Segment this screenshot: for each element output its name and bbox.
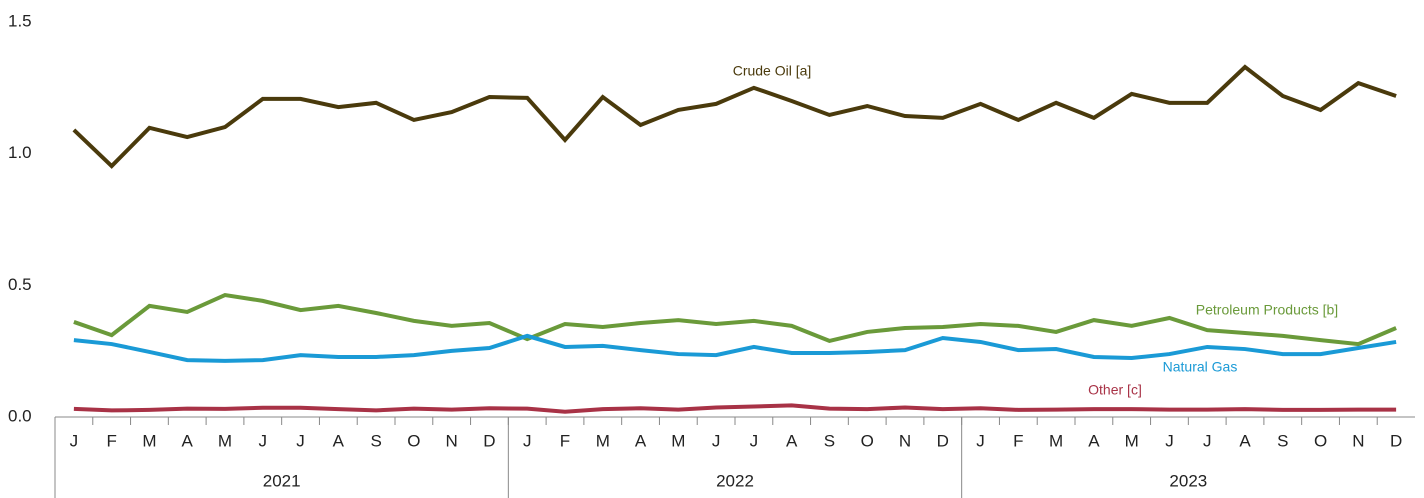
series-line <box>73 333 1397 363</box>
y-tick-label: 0.0 <box>8 406 32 425</box>
x-tick-label: F <box>560 431 570 450</box>
group-label: 2023 <box>1169 471 1207 490</box>
series-line <box>72 64 1397 169</box>
y-tick-label: 1.0 <box>8 143 32 162</box>
x-tick-label: A <box>635 431 647 450</box>
x-tick-label: O <box>861 431 874 450</box>
x-tick-label: O <box>1314 431 1327 450</box>
x-tick-label: F <box>106 431 116 450</box>
group-label: 2021 <box>263 471 301 490</box>
x-tick-label: J <box>259 431 268 450</box>
x-tick-label: A <box>786 431 798 450</box>
x-tick-label: M <box>1125 431 1139 450</box>
x-tick-label: A <box>1088 431 1100 450</box>
x-tick-label: M <box>1049 431 1063 450</box>
x-tick-label: N <box>899 431 911 450</box>
series-label: Crude Oil [a] <box>733 63 812 79</box>
series-label: Petroleum Products [b] <box>1196 302 1338 318</box>
x-tick-label: J <box>1203 431 1212 450</box>
series-label: Other [c] <box>1088 382 1142 398</box>
x-tick-label: O <box>407 431 420 450</box>
x-tick-label: J <box>976 431 985 450</box>
x-tick-label: M <box>218 431 232 450</box>
x-tick-label: J <box>70 431 79 450</box>
x-tick-label: J <box>1165 431 1174 450</box>
x-tick-label: N <box>446 431 458 450</box>
x-tick-label: S <box>1277 431 1288 450</box>
series-label: Natural Gas <box>1163 359 1238 375</box>
y-tick-label: 1.5 <box>8 11 32 30</box>
x-tick-label: D <box>937 431 949 450</box>
y-tick-label: 0.5 <box>8 275 32 294</box>
x-tick-label: A <box>1239 431 1251 450</box>
x-tick-label: S <box>824 431 835 450</box>
x-tick-label: M <box>671 431 685 450</box>
x-tick-label: A <box>333 431 345 450</box>
x-tick-label: D <box>1390 431 1402 450</box>
x-tick-label: A <box>182 431 194 450</box>
x-tick-label: J <box>712 431 721 450</box>
series-line <box>73 293 1397 347</box>
x-tick-label: M <box>142 431 156 450</box>
x-tick-label: J <box>750 431 759 450</box>
x-tick-label: N <box>1352 431 1364 450</box>
series-line <box>73 403 1397 414</box>
x-tick-label: J <box>523 431 532 450</box>
x-tick-label: F <box>1013 431 1023 450</box>
group-label: 2022 <box>716 471 754 490</box>
x-tick-label: S <box>370 431 381 450</box>
x-tick-label: M <box>596 431 610 450</box>
x-tick-label: D <box>483 431 495 450</box>
x-tick-label: J <box>296 431 305 450</box>
